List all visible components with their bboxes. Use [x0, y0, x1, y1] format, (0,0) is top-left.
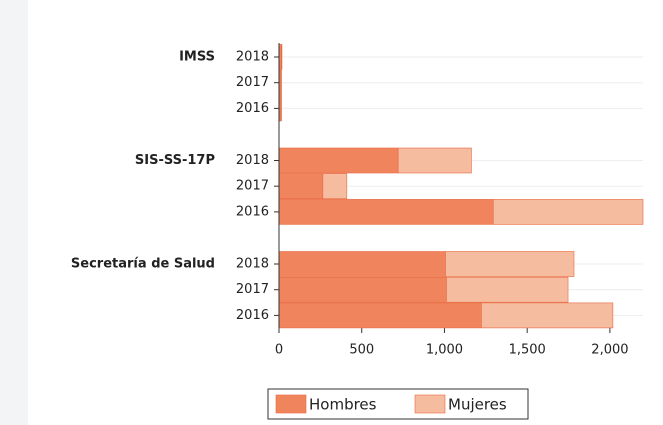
legend-label: Hombres	[309, 396, 377, 414]
group-label: IMSS	[179, 50, 215, 65]
y-tick-label: 2017	[236, 179, 269, 194]
legend-label: Mujeres	[448, 396, 507, 414]
y-tick-label: 2016	[236, 204, 269, 219]
bar	[278, 251, 446, 277]
group-label: Secretaría de Salud	[71, 257, 215, 272]
y-tick-label: 2018	[236, 153, 269, 168]
y-tick-label: 2016	[236, 101, 269, 116]
bar	[278, 302, 482, 329]
bar	[445, 251, 575, 277]
legend-swatch	[414, 394, 446, 414]
legend-box	[267, 388, 529, 420]
group-label: SIS-SS-17P	[135, 153, 215, 168]
bar	[397, 147, 472, 174]
bar	[278, 199, 494, 225]
x-tick-label: 500	[349, 343, 374, 358]
x-tick-label: 2,000	[591, 343, 628, 358]
bar	[278, 173, 324, 199]
bar	[446, 276, 569, 303]
bar	[322, 173, 348, 199]
bar	[481, 302, 614, 329]
y-tick-label: 2018	[236, 50, 269, 65]
y-tick-label: 2017	[236, 75, 269, 90]
x-tick-label: 0	[275, 343, 283, 358]
x-tick-label: 1,000	[426, 343, 463, 358]
bar	[492, 199, 644, 225]
y-tick-label: 2017	[236, 282, 269, 297]
legend-swatch	[275, 394, 307, 414]
bar	[278, 276, 447, 303]
x-tick-label: 1,500	[509, 343, 546, 358]
y-tick-label: 2016	[236, 308, 269, 323]
y-tick-label: 2018	[236, 257, 269, 272]
bar	[278, 147, 399, 174]
